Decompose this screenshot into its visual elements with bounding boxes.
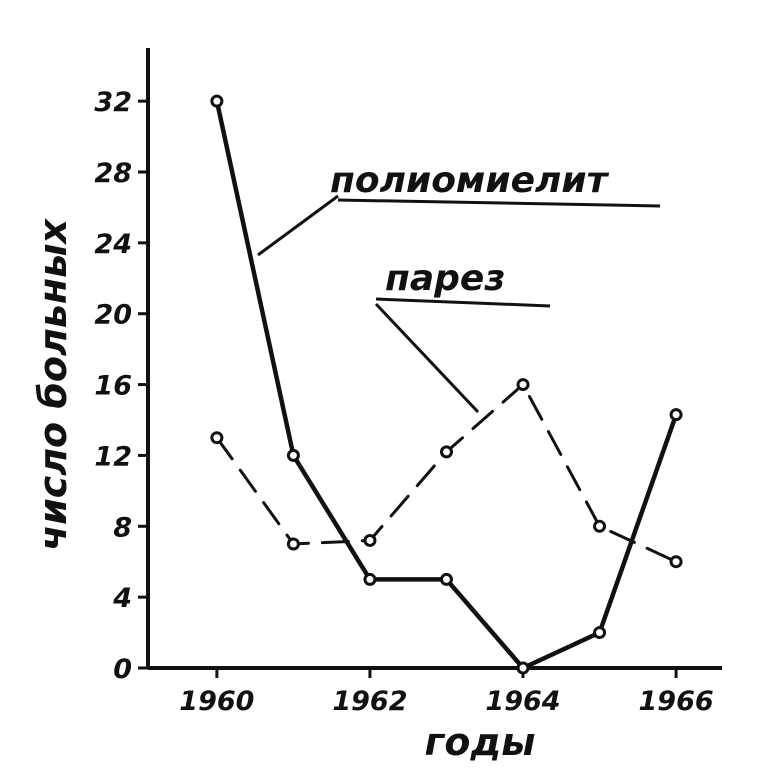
legend-leader-paresis bbox=[374, 302, 480, 414]
y-ticks: 0 4 8 12 16 20 24 28 32 bbox=[94, 87, 148, 685]
series-1-point-1 bbox=[286, 537, 300, 551]
x-tick-label-2: 1964 bbox=[485, 686, 560, 717]
series-0-point-1 bbox=[286, 448, 300, 462]
y-tick-label-1: 4 bbox=[112, 583, 132, 614]
series-1-point-2 bbox=[363, 533, 377, 547]
legend-label-paresis: парез bbox=[385, 258, 505, 299]
x-tick-label-0: 1960 bbox=[179, 686, 254, 717]
legend: полиомиелит парез bbox=[257, 160, 661, 414]
axes bbox=[146, 48, 722, 670]
x-tick-label-1: 1962 bbox=[332, 686, 407, 717]
x-tick-label-3: 1966 bbox=[639, 686, 714, 717]
x-axis-title: годы bbox=[424, 720, 535, 764]
y-tick-label-6: 24 bbox=[94, 229, 132, 260]
y-tick-label-4: 16 bbox=[94, 371, 132, 402]
x-ticks: 1960 1962 1964 1966 bbox=[179, 668, 714, 717]
y-tick-label-0: 0 bbox=[113, 654, 132, 685]
y-tick-label-5: 20 bbox=[94, 300, 132, 331]
series-1-point-4 bbox=[516, 378, 530, 392]
y-axis-title: число больных bbox=[31, 217, 75, 551]
series-0-point-6 bbox=[669, 408, 683, 422]
series-1-point-5 bbox=[593, 519, 607, 533]
series-0-point-4 bbox=[516, 661, 530, 675]
series-1-point-6 bbox=[669, 555, 683, 569]
y-tick-label-2: 8 bbox=[113, 512, 132, 543]
legend-underline-poliomyelitis bbox=[337, 198, 661, 208]
y-tick-label-7: 28 bbox=[94, 158, 132, 189]
series-0-point-2 bbox=[363, 572, 377, 586]
legend-underline-paresis bbox=[375, 297, 551, 308]
y-tick-label-8: 32 bbox=[94, 87, 132, 118]
series-0-point-0 bbox=[210, 94, 224, 108]
legend-label-poliomyelitis: полиомиелит bbox=[330, 160, 610, 201]
series-layer bbox=[210, 94, 683, 675]
series-0-point-3 bbox=[439, 572, 453, 586]
series-1-point-3 bbox=[439, 445, 453, 459]
series-0-point-5 bbox=[593, 626, 607, 640]
y-tick-label-3: 12 bbox=[94, 441, 132, 472]
series-1-point-0 bbox=[210, 431, 224, 445]
legend-leader-poliomyelitis bbox=[257, 194, 339, 257]
